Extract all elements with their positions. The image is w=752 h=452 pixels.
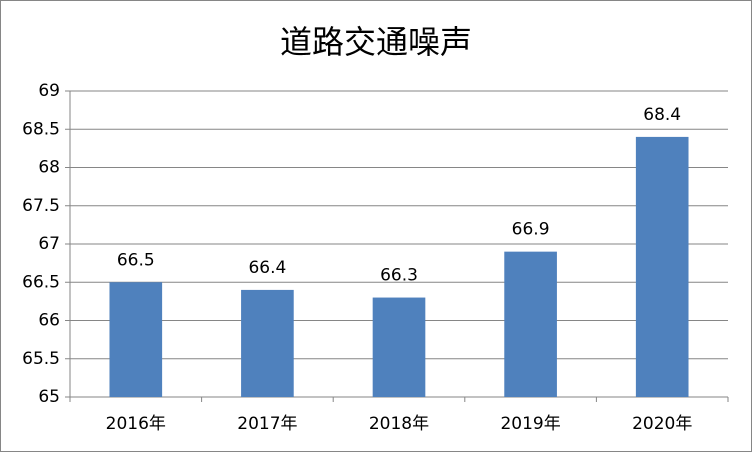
- data-label: 66.5: [117, 250, 155, 270]
- data-label: 66.9: [512, 220, 550, 240]
- x-tick-label: 2016年: [106, 414, 166, 434]
- y-tick-label: 65.5: [22, 349, 60, 369]
- bar: [372, 297, 426, 397]
- y-tick-label: 67: [38, 234, 60, 254]
- bar: [109, 282, 163, 397]
- y-tick-label: 65: [38, 387, 60, 407]
- chart-title: 道路交通噪声: [280, 23, 472, 61]
- x-tick-label: 2019年: [500, 414, 560, 434]
- y-tick-label: 66.5: [22, 272, 60, 292]
- bar: [504, 251, 557, 397]
- y-tick-label: 68.5: [22, 119, 60, 139]
- y-tick-label: 68: [38, 158, 60, 178]
- data-label: 66.4: [248, 258, 286, 278]
- data-label: 68.4: [643, 105, 681, 125]
- y-tick-label: 67.5: [22, 196, 60, 216]
- bar: [241, 289, 294, 397]
- bar: [635, 136, 689, 397]
- y-tick-label: 69: [38, 81, 60, 101]
- x-tick-label: 2017年: [237, 414, 297, 434]
- x-tick-label: 2018年: [369, 414, 429, 434]
- y-tick-label: 66: [38, 311, 60, 331]
- data-label: 66.3: [380, 266, 418, 286]
- x-tick-label: 2020年: [632, 414, 692, 434]
